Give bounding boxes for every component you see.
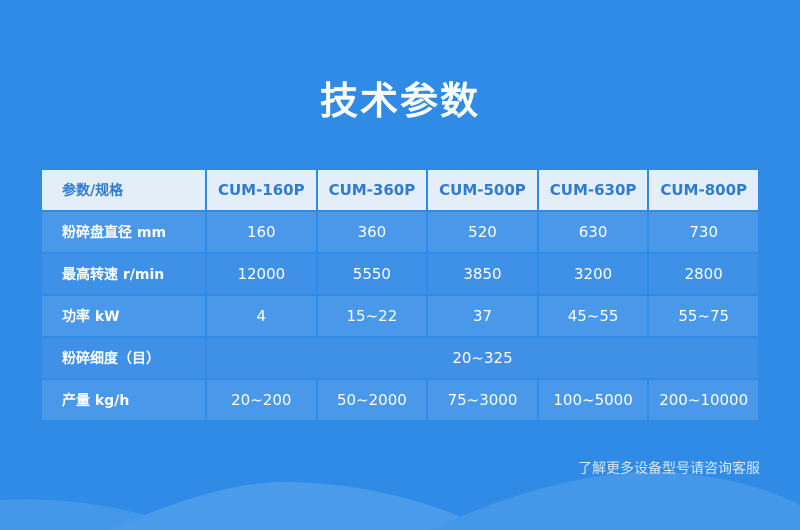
page-title: 技术参数: [319, 79, 480, 123]
cell: 630: [536, 210, 650, 254]
cell: 4: [205, 294, 318, 338]
cell: 20~200: [205, 378, 318, 422]
cell: 15~22: [315, 294, 429, 338]
cell: 360: [315, 210, 429, 254]
cell: 520: [426, 210, 539, 254]
spec-table: 参数/规格 CUM-160P CUM-360P CUM-500P CUM-630…: [40, 168, 760, 422]
row-label: 功率 kW: [40, 294, 207, 338]
header-cell: CUM-500P: [426, 168, 539, 212]
table-header: 参数/规格 CUM-160P CUM-360P CUM-500P CUM-630…: [40, 168, 760, 212]
cell: 45~55: [536, 294, 650, 338]
cell: 5550: [315, 252, 429, 296]
table-row: 粉碎盘直径 mm 160 360 520 630 730: [40, 210, 760, 254]
cell: 3850: [426, 252, 539, 296]
header-cell: CUM-800P: [647, 168, 760, 212]
cell: 2800: [647, 252, 760, 296]
cell: 12000: [205, 252, 318, 296]
table-row: 产量 kg/h 20~200 50~2000 75~3000 100~5000 …: [40, 378, 760, 422]
header-cell: CUM-160P: [205, 168, 318, 212]
table-row: 功率 kW 4 15~22 37 45~55 55~75: [40, 294, 760, 338]
cell-merged: 20~325: [205, 336, 760, 380]
table-row: 粉碎细度（目） 20~325: [40, 336, 760, 380]
header-cell: 参数/规格: [40, 168, 207, 212]
contact-note: 了解更多设备型号请咨询客服: [578, 461, 760, 477]
row-label: 产量 kg/h: [40, 378, 207, 422]
cell: 3200: [536, 252, 650, 296]
cell: 50~2000: [315, 378, 429, 422]
row-label: 最高转速 r/min: [40, 252, 207, 296]
header-cell: CUM-360P: [315, 168, 429, 212]
cell: 55~75: [647, 294, 760, 338]
table-row: 最高转速 r/min 12000 5550 3850 3200 2800: [40, 252, 760, 296]
row-label: 粉碎盘直径 mm: [40, 210, 207, 254]
row-label: 粉碎细度（目）: [40, 336, 207, 380]
cell: 75~3000: [426, 378, 539, 422]
cell: 200~10000: [647, 378, 760, 422]
cell: 37: [426, 294, 539, 338]
cell: 730: [647, 210, 760, 254]
header-cell: CUM-630P: [536, 168, 650, 212]
cell: 100~5000: [536, 378, 650, 422]
cell: 160: [205, 210, 318, 254]
